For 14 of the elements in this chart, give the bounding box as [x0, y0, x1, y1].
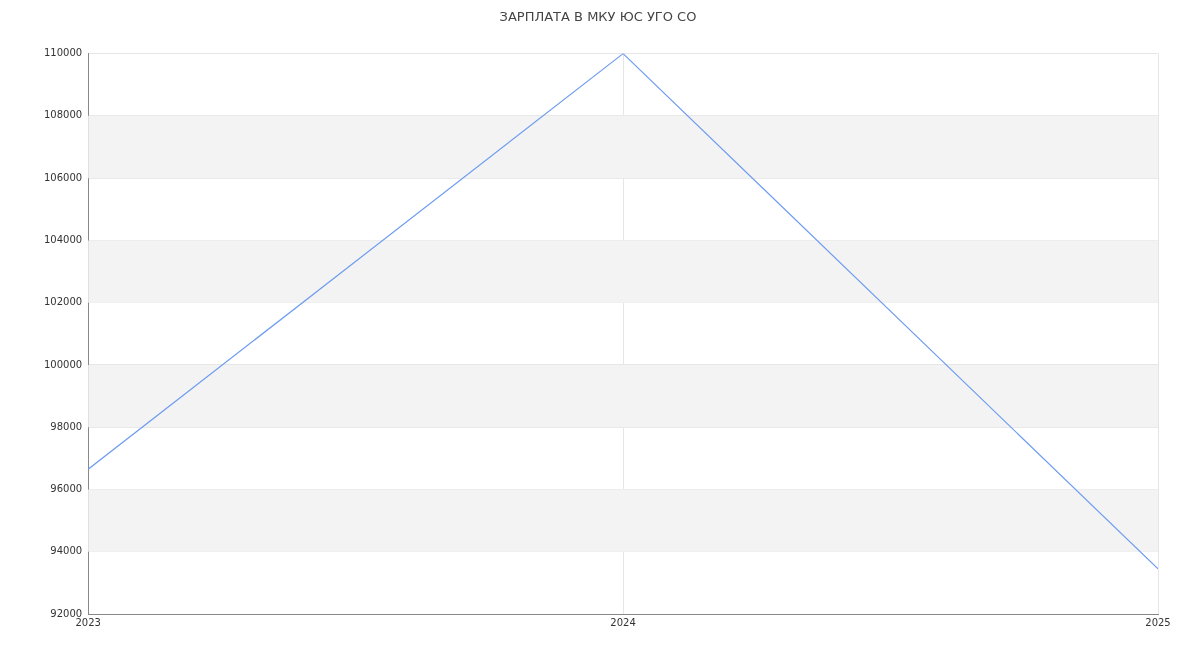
- y-tick-label: 96000: [50, 483, 83, 495]
- y-tick-label: 104000: [43, 233, 83, 245]
- y-tick-label: 102000: [43, 296, 83, 308]
- y-tick-label: 108000: [43, 109, 83, 121]
- y-tick-label: 94000: [50, 545, 83, 557]
- y-tick-label: 92000: [50, 607, 83, 619]
- chart-title: ЗАРПЛАТА В МКУ ЮС УГО СО: [499, 9, 697, 25]
- y-tick-label: 100000: [43, 358, 83, 370]
- x-tick-label: 2024: [610, 616, 636, 628]
- y-tick-label: 106000: [43, 171, 83, 183]
- y-tick-label: 110000: [43, 47, 83, 59]
- x-tick-label: 2023: [75, 616, 101, 628]
- x-tick-label: 2025: [1145, 616, 1171, 628]
- y-tick-label: 98000: [50, 420, 83, 432]
